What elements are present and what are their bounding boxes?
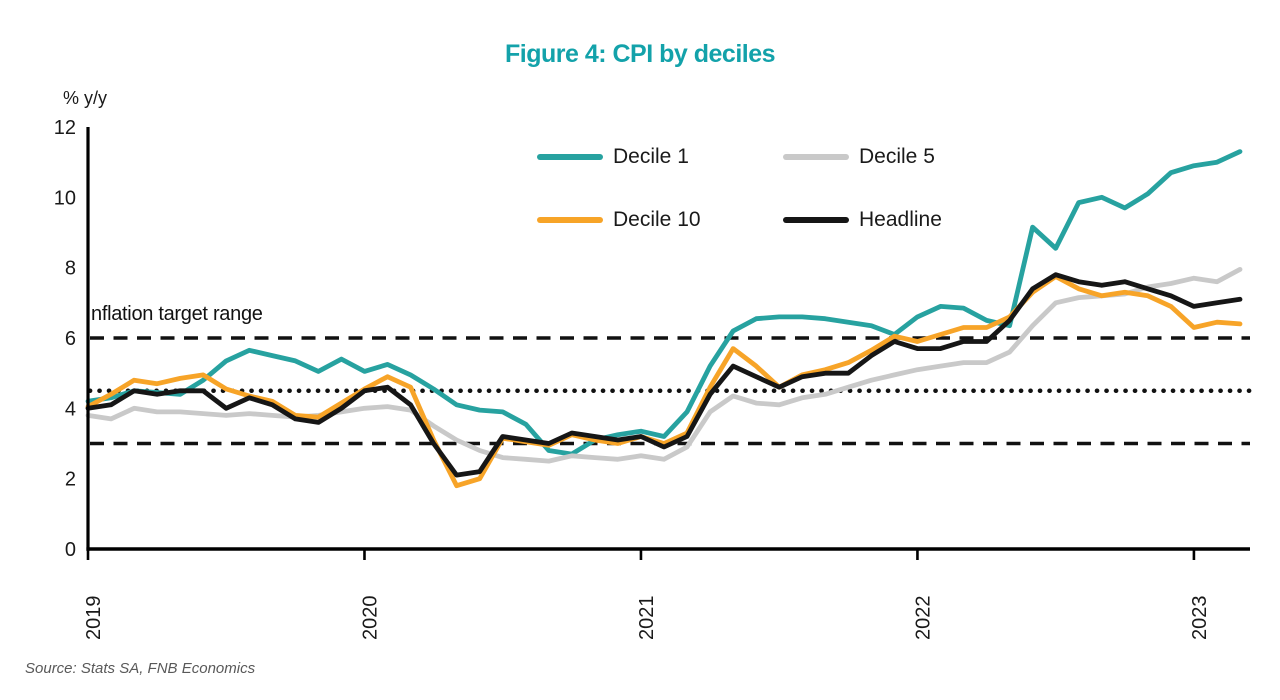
- decile-1-line-swatch-icon: [537, 154, 603, 160]
- svg-text:2: 2: [65, 469, 76, 491]
- decile-5-line-swatch-icon: [783, 154, 849, 160]
- svg-text:2020: 2020: [359, 596, 381, 641]
- headline-line-swatch-icon: [783, 217, 849, 223]
- svg-text:6: 6: [65, 328, 76, 350]
- svg-text:0: 0: [65, 539, 76, 561]
- legend-label: Decile 10: [613, 208, 701, 231]
- svg-text:8: 8: [65, 258, 76, 280]
- svg-text:2022: 2022: [912, 596, 934, 641]
- decile-10-line-swatch-icon: [537, 217, 603, 223]
- svg-text:2023: 2023: [1189, 596, 1211, 641]
- legend-item-headline: Headline: [783, 207, 942, 233]
- legend-label: Headline: [859, 208, 942, 231]
- svg-text:12: 12: [54, 117, 76, 139]
- svg-text:2021: 2021: [636, 596, 658, 641]
- legend-item-decile-1: Decile 1: [537, 144, 689, 170]
- source-note: Source: Stats SA, FNB Economics: [25, 660, 256, 677]
- legend-item-decile-10: Decile 10: [537, 207, 701, 233]
- legend-label: Decile 1: [613, 145, 689, 168]
- legend-label: Decile 5: [859, 145, 935, 168]
- chart-title: Figure 4: CPI by deciles: [504, 40, 776, 68]
- inflation-target-range-label: nflation target range: [91, 303, 263, 325]
- svg-text:2019: 2019: [83, 596, 105, 641]
- svg-text:10: 10: [54, 187, 76, 209]
- legend-item-decile-5: Decile 5: [783, 144, 935, 170]
- svg-text:4: 4: [65, 398, 76, 420]
- y-axis-unit-label: % y/y: [63, 88, 108, 108]
